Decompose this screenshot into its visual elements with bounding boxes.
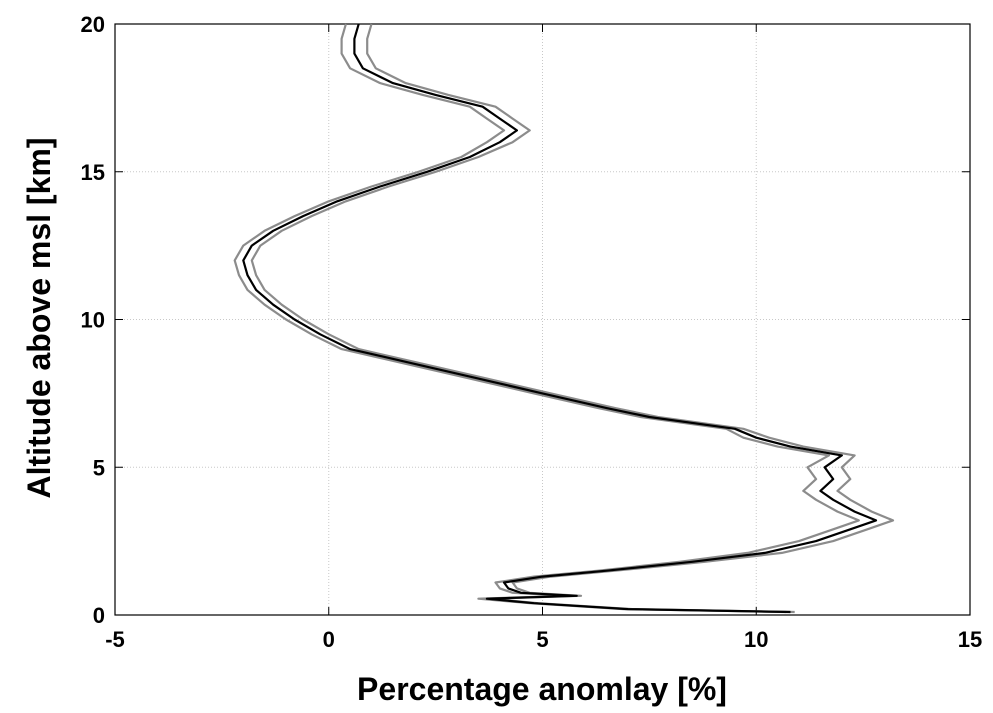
plot-frame [114, 23, 971, 616]
y-tick-label: 10 [81, 308, 105, 333]
y-axis-label: Altitude above msl [km] [21, 138, 57, 499]
y-tick-label: 15 [81, 160, 105, 185]
y-tick-label: 5 [93, 455, 105, 480]
x-tick-label: -5 [105, 627, 125, 652]
x-tick-label: 15 [958, 627, 982, 652]
profile-line [250, 23, 895, 614]
profile-line [242, 23, 878, 614]
y-tick-label: 20 [81, 12, 105, 37]
x-tick-label: 0 [323, 627, 335, 652]
y-tick-label: 0 [93, 603, 105, 628]
x-tick-label: 5 [536, 627, 548, 652]
x-axis-label: Percentage anomlay [%] [357, 671, 727, 707]
x-tick-label: 10 [744, 627, 768, 652]
